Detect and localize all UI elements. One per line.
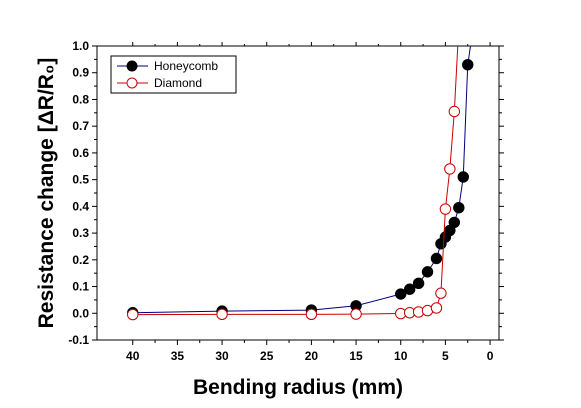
data-point-honeycomb	[462, 59, 474, 71]
data-point-diamond	[444, 163, 456, 175]
data-point-honeycomb	[430, 252, 443, 265]
data-point-diamond	[350, 308, 362, 320]
data-point-honeycomb	[403, 283, 416, 295]
series-line-diamond	[132, 46, 459, 316]
data-point-diamond	[216, 308, 228, 321]
data-point-honeycomb	[395, 288, 407, 300]
data-point-honeycomb	[421, 266, 434, 278]
data-point-diamond	[305, 308, 318, 321]
x-tick-label: 20	[305, 349, 319, 363]
y-tick-label: 0.2	[72, 253, 89, 267]
y-tick-label: 0.9	[72, 66, 89, 80]
x-tick-label: 30	[215, 349, 229, 363]
y-tick-label: 0.5	[72, 173, 89, 187]
series-layer	[127, 46, 474, 321]
x-tick-label: 10	[394, 349, 408, 363]
x-tick-label: 0	[487, 349, 494, 363]
y-tick-label: 0.6	[72, 146, 89, 160]
legend-marker-diamond	[126, 77, 138, 89]
data-point-honeycomb	[457, 171, 469, 183]
data-point-diamond	[439, 203, 452, 215]
data-point-honeycomb	[448, 216, 461, 229]
y-tick-label: 0.4	[72, 199, 89, 213]
x-tick-label: 25	[260, 349, 274, 363]
data-point-diamond	[448, 105, 461, 118]
y-tick-label: 0.0	[72, 306, 89, 320]
series-line-honeycomb	[132, 46, 472, 314]
legend: Honeycomb Diamond	[110, 55, 237, 94]
y-tick-label: -0.1	[68, 333, 89, 347]
legend-marker-honeycomb	[126, 60, 138, 72]
data-point-diamond	[127, 308, 139, 321]
y-tick-label: 0.1	[72, 280, 89, 294]
x-axis-title: Bending radius (mm)	[193, 376, 403, 399]
x-tick-label: 35	[171, 349, 185, 363]
legend-label-honeycomb: Honeycomb	[154, 59, 218, 73]
data-point-honeycomb	[412, 277, 425, 290]
data-point-diamond	[435, 287, 447, 299]
data-point-diamond	[430, 302, 443, 314]
data-point-honeycomb	[453, 202, 465, 214]
y-tick-label: 1.0	[72, 39, 89, 53]
y-axis-title: Resistance change [ΔR/R₀]	[35, 58, 58, 329]
x-tick-label: 40	[126, 349, 140, 363]
x-tick-label: 5	[442, 349, 449, 363]
y-tick-label: 0.7	[72, 119, 89, 133]
x-tick-label: 15	[349, 349, 363, 363]
x-axis: 40 35 30 25 20 15 10 5 0	[126, 42, 494, 363]
legend-label-diamond: Diamond	[154, 76, 202, 90]
y-tick-label: 0.8	[72, 92, 89, 106]
y-tick-label: 0.3	[72, 226, 89, 240]
y-axis: -0.1 0.0 0.1 0.2 0.3 0.4 0.5 0.6 0.7 0.8 0.9 1.0	[68, 39, 504, 347]
